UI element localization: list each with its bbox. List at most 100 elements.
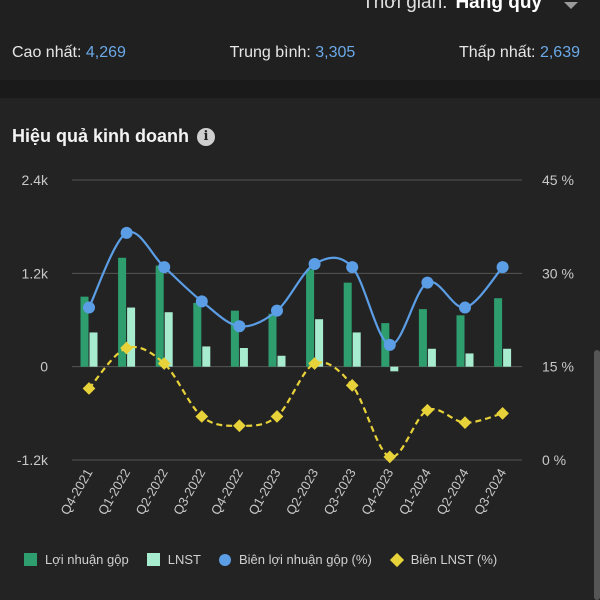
y-left-tick-label: 1.2k [22, 265, 49, 281]
bar-net-profit [315, 319, 324, 367]
bar-net-profit [465, 353, 474, 367]
legend-item-net-profit[interactable]: LNST [146, 552, 201, 567]
bar-gross-profit [230, 310, 239, 367]
period-selector[interactable]: Thời gian: Hàng quý [362, 0, 578, 14]
bar-gross-profit [418, 309, 427, 367]
x-tick-label: Q3-2023 [321, 466, 359, 517]
scrollbar[interactable] [594, 350, 600, 600]
bar-net-profit [503, 348, 512, 367]
x-tick-label: Q4-2023 [358, 466, 396, 517]
line-net-margin [88, 345, 503, 458]
x-tick-label: Q2-2024 [433, 466, 471, 517]
legend-swatch-net-margin [389, 552, 404, 567]
bar-gross-profit [193, 302, 202, 367]
legend-swatch-gross-margin [218, 553, 231, 566]
section-title: Hiệu quả kinh doanh i [12, 126, 216, 147]
section-title-text: Hiệu quả kinh doanh [12, 126, 190, 146]
x-tick-label: Q4-2022 [208, 466, 246, 517]
point-gross-margin [195, 295, 208, 308]
bar-net-profit [127, 307, 136, 367]
chart-legend: Lợi nhuận gộp LNST Biên lợi nhuận gộp (%… [24, 552, 515, 567]
chevron-down-icon[interactable] [564, 1, 578, 9]
point-net-margin [82, 382, 96, 395]
x-tick-label: Q1-2022 [95, 466, 133, 517]
stat-average: Trung bình: 3,305 [229, 44, 356, 61]
stat-average-value: 3,305 [315, 44, 356, 61]
bar-gross-profit [456, 315, 465, 367]
y-left-tick-label: -1.2k [17, 452, 49, 468]
legend-item-net-margin[interactable]: Biên LNST (%) [389, 552, 498, 567]
y-right-tick-label: 15 % [542, 359, 574, 375]
bar-gross-profit [494, 298, 503, 367]
bar-net-profit [277, 355, 286, 367]
point-net-margin [308, 357, 321, 370]
x-tick-label: Q1-2024 [396, 466, 434, 517]
bar-net-profit [89, 332, 98, 367]
y-left-tick-label: 0 [40, 359, 48, 375]
stat-low: Thấp nhất: 2,639 [459, 44, 580, 61]
bar-gross-profit [118, 257, 127, 367]
bar-net-profit [202, 346, 211, 367]
point-net-margin [157, 357, 171, 370]
point-net-margin [120, 341, 133, 355]
point-gross-margin [459, 301, 471, 314]
point-gross-margin [233, 320, 246, 333]
point-gross-margin [158, 261, 171, 274]
point-net-margin [233, 419, 246, 433]
stat-low-value: 2,639 [539, 44, 580, 61]
bar-gross-profit [306, 269, 315, 367]
legend-label-gross-margin: Biên lợi nhuận gộp (%) [238, 552, 372, 567]
stat-high-value: 4,269 [85, 44, 126, 61]
point-net-margin [345, 378, 359, 392]
bar-gross-profit [155, 265, 164, 367]
section-divider [0, 80, 600, 98]
line-gross-margin [88, 230, 504, 346]
bar-gross-profit [268, 313, 277, 367]
period-label: Thời gian: [362, 0, 448, 13]
stats-row: Cao nhất: 4,269 Trung bình: 3,305 Thấp n… [12, 44, 580, 62]
bar-gross-profit [343, 282, 352, 367]
point-net-margin [270, 410, 284, 423]
legend-label-gross-profit: Lợi nhuận gộp [45, 552, 129, 567]
x-tick-label: Q1-2023 [245, 466, 283, 517]
bar-gross-profit [80, 296, 89, 367]
point-gross-margin [308, 258, 321, 270]
point-net-margin [195, 410, 209, 423]
legend-item-gross-margin[interactable]: Biên lợi nhuận gộp (%) [218, 552, 372, 567]
bar-net-profit [427, 348, 436, 367]
point-net-margin [421, 403, 434, 417]
y-right-tick-label: 30 % [542, 265, 574, 281]
point-gross-margin [271, 304, 283, 317]
point-gross-margin [120, 226, 133, 239]
period-value[interactable]: Hàng quý [455, 0, 542, 13]
x-tick-label: Q2-2023 [283, 466, 321, 517]
legend-swatch-net-profit [146, 553, 160, 566]
point-gross-margin [83, 301, 95, 314]
point-net-margin [383, 450, 397, 464]
point-net-margin [496, 406, 509, 420]
legend-item-gross-profit[interactable]: Lợi nhuận gộp [24, 552, 129, 567]
x-tick-label: Q3-2024 [471, 466, 509, 517]
legend-label-net-margin: Biên LNST (%) [410, 552, 498, 567]
y-right-tick-label: 0 % [542, 452, 566, 468]
x-tick-label: Q2-2022 [133, 466, 171, 517]
point-gross-margin [496, 261, 509, 274]
top-bar: Thời gian: Hàng quý Cao nhất: 4,269 Trun… [0, 0, 600, 80]
point-net-margin [458, 416, 472, 430]
info-icon[interactable]: i [197, 127, 216, 146]
x-tick-label: Q4-2021 [57, 466, 95, 517]
bar-net-profit [164, 312, 173, 367]
y-left-tick-label: 2.4k [22, 172, 49, 188]
stat-high: Cao nhất: 4,269 [12, 44, 126, 61]
x-tick-label: Q3-2022 [170, 466, 208, 517]
legend-swatch-gross-profit [24, 553, 37, 566]
point-gross-margin [346, 261, 359, 274]
point-gross-margin [421, 276, 434, 289]
bar-net-profit [239, 348, 248, 367]
y-right-tick-label: 45 % [542, 172, 574, 188]
bar-net-profit [352, 332, 361, 367]
point-gross-margin [383, 338, 396, 351]
bar-net-profit [390, 366, 399, 372]
legend-label-net-profit: LNST [167, 552, 201, 567]
